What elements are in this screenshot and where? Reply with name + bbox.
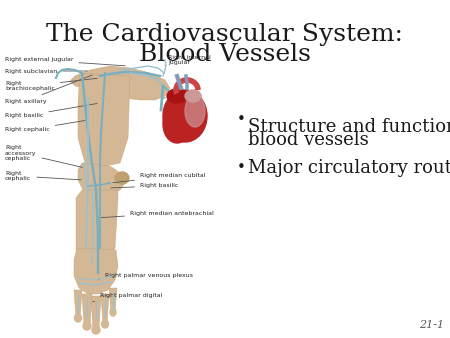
- Ellipse shape: [92, 326, 100, 334]
- Text: •: •: [237, 113, 246, 127]
- Ellipse shape: [110, 308, 116, 316]
- Ellipse shape: [167, 89, 187, 103]
- Text: •: •: [237, 161, 246, 175]
- Text: Right axillary: Right axillary: [5, 75, 92, 103]
- Text: Right
accessory
cephalic: Right accessory cephalic: [5, 145, 82, 167]
- Text: Right palmar venous plexus: Right palmar venous plexus: [98, 273, 193, 280]
- Text: Structure and function of: Structure and function of: [248, 118, 450, 136]
- Text: Right median cubital: Right median cubital: [113, 173, 206, 183]
- Text: Right external jugular: Right external jugular: [5, 57, 125, 66]
- Ellipse shape: [102, 320, 108, 328]
- Polygon shape: [109, 288, 117, 312]
- Polygon shape: [76, 190, 118, 266]
- Text: Right basilic: Right basilic: [5, 103, 97, 119]
- Text: Right palmar digital: Right palmar digital: [93, 293, 162, 301]
- Text: Right internal
jugular: Right internal jugular: [165, 55, 211, 65]
- Text: The Cardiovascular System:: The Cardiovascular System:: [46, 23, 404, 46]
- Polygon shape: [78, 73, 130, 166]
- Ellipse shape: [185, 90, 201, 102]
- Ellipse shape: [75, 314, 81, 322]
- Text: Superior
vena cava: Superior vena cava: [163, 91, 201, 101]
- Ellipse shape: [185, 95, 205, 127]
- Text: Blood Vessels: Blood Vessels: [139, 43, 311, 66]
- Ellipse shape: [163, 105, 191, 143]
- Text: Right basilic: Right basilic: [111, 184, 178, 189]
- Polygon shape: [70, 66, 170, 100]
- Polygon shape: [91, 296, 101, 330]
- Text: Right subclavian: Right subclavian: [5, 69, 87, 73]
- Ellipse shape: [163, 90, 207, 142]
- Ellipse shape: [83, 322, 91, 330]
- Polygon shape: [74, 290, 82, 318]
- Text: Major circulatory routes: Major circulatory routes: [248, 159, 450, 177]
- Text: blood vessels: blood vessels: [248, 131, 369, 149]
- Polygon shape: [101, 294, 109, 324]
- Text: Right
cephalic: Right cephalic: [5, 171, 81, 182]
- Text: Right median antebrachial: Right median antebrachial: [98, 211, 214, 218]
- Polygon shape: [82, 294, 92, 326]
- Text: Right
brachiocephalic: Right brachiocephalic: [5, 78, 97, 91]
- Text: Right cephalic: Right cephalic: [5, 120, 85, 132]
- Text: 21-1: 21-1: [419, 320, 444, 330]
- Polygon shape: [74, 248, 118, 294]
- Ellipse shape: [115, 172, 129, 184]
- Polygon shape: [78, 163, 125, 195]
